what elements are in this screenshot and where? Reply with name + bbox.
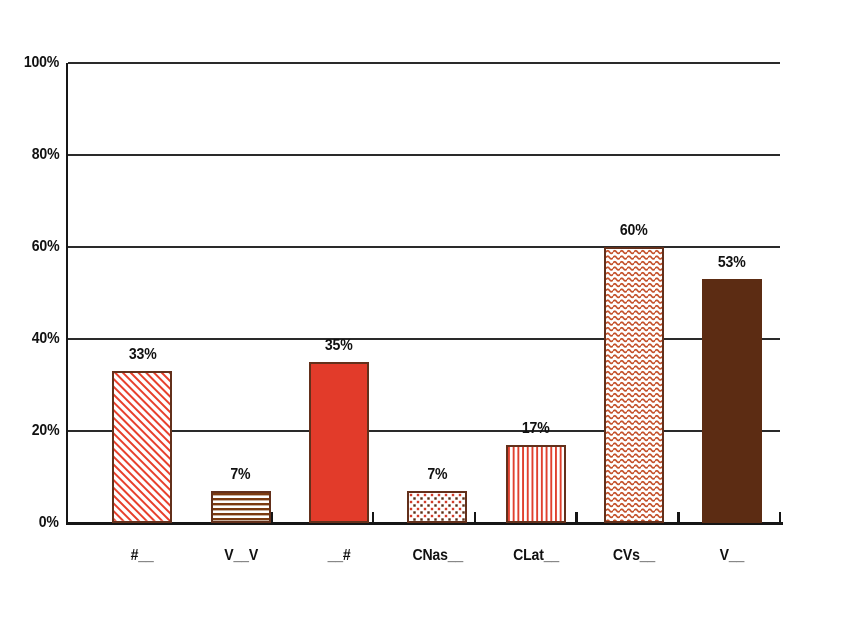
y-axis-label: 20% [0, 422, 59, 440]
bar-value-label: 35% [284, 337, 394, 355]
x-axis-label-text: V__V [223, 547, 258, 564]
bar-CLat__ [505, 444, 566, 523]
bar-value-label-text: 60% [620, 222, 648, 239]
x-axis-line [65, 522, 783, 525]
diagonal-stripes-fill [114, 373, 171, 521]
bar-value-label-text: 7% [427, 465, 448, 483]
bar-value-label: 33% [87, 346, 197, 364]
axis-tick [575, 511, 578, 523]
x-axis-label: CNas__ [382, 547, 492, 565]
bar-value-label: 60% [579, 222, 689, 240]
axis-tick [778, 511, 782, 523]
gridline [68, 430, 780, 432]
y-axis-label-text: 80% [31, 146, 59, 163]
axis-tick [473, 511, 477, 523]
gridline [68, 338, 780, 340]
x-axis-label: __# [284, 547, 394, 565]
x-axis-label-text: V__ [719, 547, 745, 564]
gridline [68, 154, 780, 156]
y-axis-label-text: 40% [31, 330, 59, 347]
bar-value-label-text: 35% [325, 337, 353, 354]
bar-#__ [112, 371, 173, 523]
y-axis-label: 40% [0, 330, 59, 348]
x-axis-label: #__ [87, 547, 197, 565]
bar-V__V [210, 490, 271, 523]
bar-value-label-text: 17% [521, 419, 550, 437]
bar-value-label-text: 33% [128, 346, 157, 364]
y-axis-label: 60% [0, 238, 59, 256]
bar-V__ [702, 279, 763, 523]
x-axis-label-text: CVs__ [612, 547, 655, 564]
gridline [68, 246, 780, 248]
x-axis-label: V__V [186, 547, 296, 565]
x-axis-label-text: CLat__ [512, 547, 559, 564]
bar-value-label: 17% [481, 420, 591, 438]
horizontal-stripes-fill [212, 492, 269, 521]
y-axis-label-text: 0% [38, 514, 59, 531]
y-axis-label: 80% [0, 146, 59, 164]
axis-tick [270, 511, 273, 523]
x-axis-label: CLat__ [481, 547, 591, 565]
x-axis-label-text: CNas__ [411, 547, 463, 564]
bar-value-label: 7% [186, 466, 296, 484]
bar-CVs__ [603, 247, 664, 523]
bar-value-label: 53% [677, 254, 787, 272]
y-axis-label-text: 60% [31, 238, 59, 255]
x-axis-label: V__ [677, 547, 787, 565]
y-axis-label-text: 100% [23, 54, 59, 71]
waves-fill [605, 249, 662, 521]
bar-value-label-text: 7% [230, 465, 251, 483]
y-axis-line [65, 62, 69, 525]
axis-tick [677, 511, 680, 523]
y-axis-label: 100% [0, 54, 59, 72]
dots-fill [409, 492, 466, 521]
y-axis-label: 0% [0, 514, 59, 532]
gridline [68, 62, 780, 64]
x-axis-label-text: __# [327, 547, 351, 564]
y-axis-label-text: 20% [31, 422, 59, 439]
bar-CNas__ [407, 490, 468, 523]
bar-__# [309, 362, 369, 523]
x-axis-label-text: #__ [130, 547, 154, 564]
bar-value-label: 7% [382, 466, 492, 484]
x-axis-label: CVs__ [579, 547, 689, 565]
axis-tick [371, 511, 375, 523]
bar-value-label-text: 53% [718, 254, 747, 272]
vertical-stripes-fill [507, 446, 564, 521]
